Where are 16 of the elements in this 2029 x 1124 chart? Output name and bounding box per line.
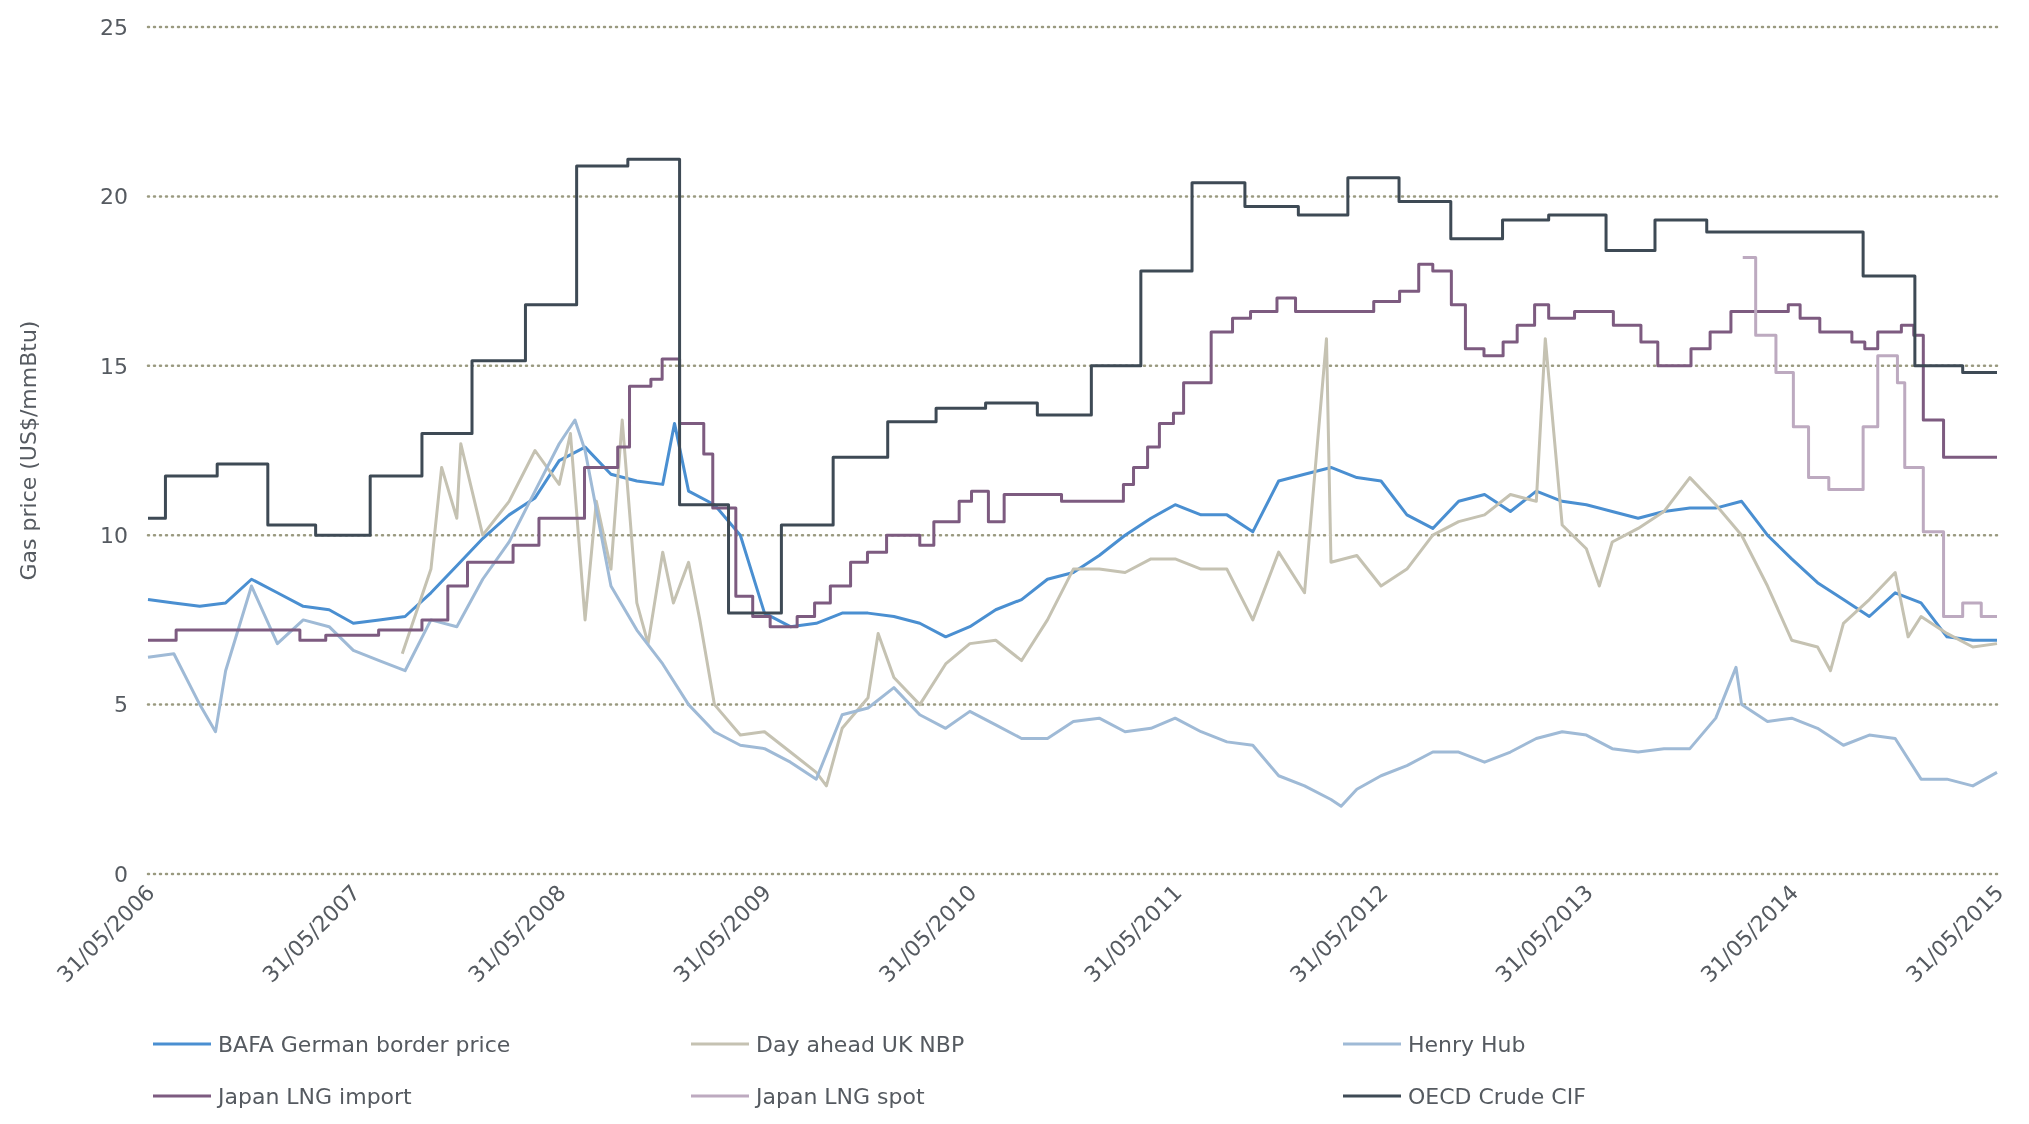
line-series	[146, 418, 1999, 808]
y-tick-label: 5	[114, 692, 128, 718]
y-tick-label: 0	[114, 861, 128, 887]
legend-label: Day ahead UK NBP	[756, 1031, 965, 1057]
y-tick-label: 10	[100, 522, 128, 548]
line-series	[400, 337, 1999, 788]
legend-label: Japan LNG import	[216, 1083, 413, 1109]
y-tick-label: 25	[100, 14, 128, 40]
legend-label: OECD Crude CIF	[1408, 1083, 1586, 1109]
line-series	[146, 421, 1999, 642]
legend-label: Henry Hub	[1408, 1031, 1526, 1057]
legend-label: Japan LNG spot	[754, 1083, 925, 1109]
legend-label: BAFA German border price	[218, 1031, 511, 1057]
y-tick-label: 20	[100, 184, 128, 210]
y-tick-label: 15	[100, 353, 128, 379]
y-axis-title: Gas price (US$/mmBtu)	[16, 320, 41, 581]
